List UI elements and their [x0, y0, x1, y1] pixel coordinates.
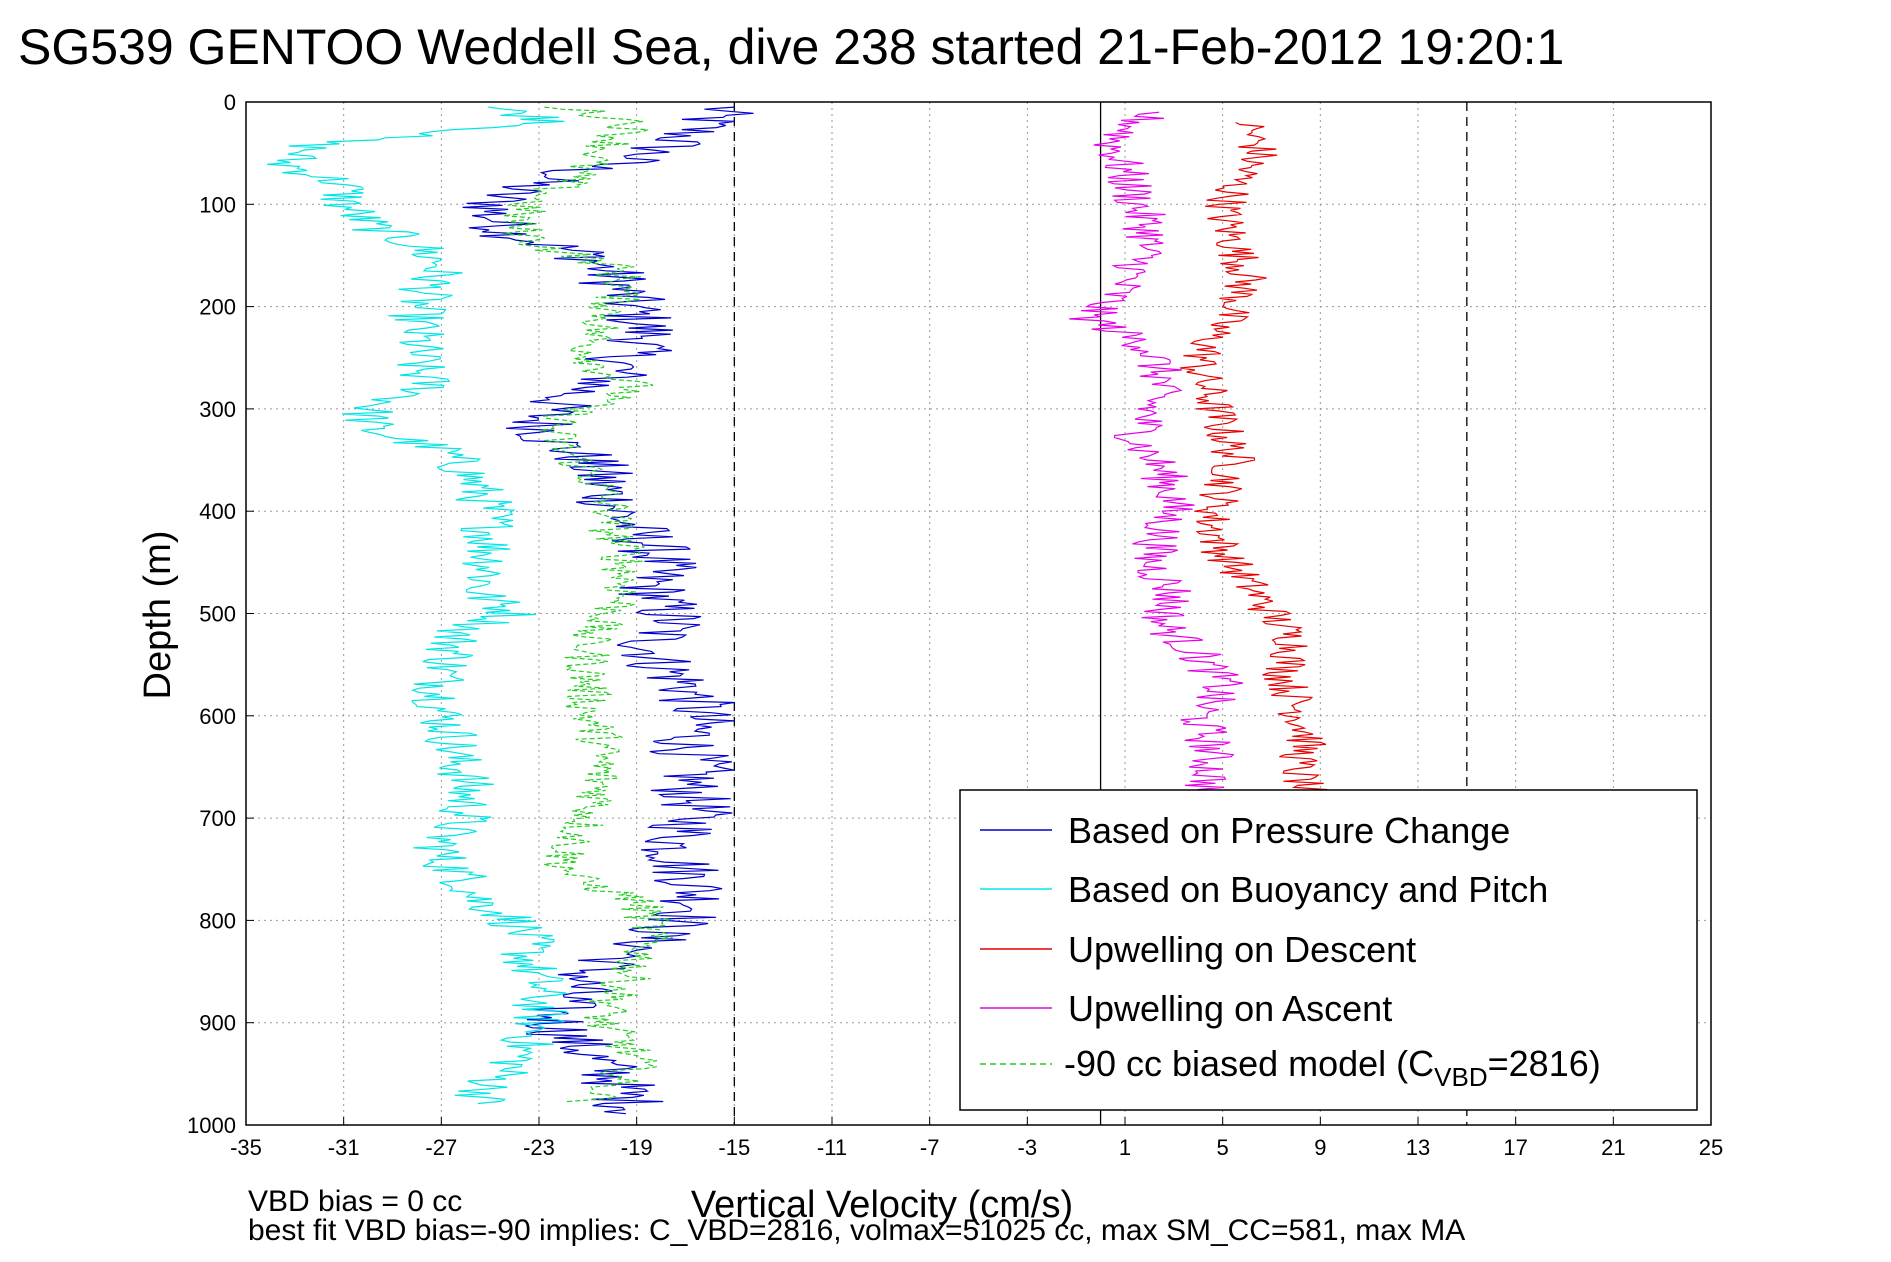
y-tick-label: 300 [199, 397, 236, 422]
legend-item-label: Upwelling on Ascent [1068, 988, 1392, 1029]
legend-item-label: -90 cc biased model (CVBD=2816) [1064, 1043, 1601, 1092]
y-tick-label: 1000 [187, 1113, 236, 1138]
x-tick-label: 17 [1503, 1135, 1527, 1160]
x-tick-label: -23 [523, 1135, 555, 1160]
legend-item-label: Upwelling on Descent [1068, 929, 1416, 970]
y-axis-ticks: 0 100 200 300 400 500 600 700 800 900 1000 [187, 90, 254, 1138]
series-pressure-change [462, 106, 754, 1115]
y-tick-label: 200 [199, 295, 236, 320]
y-tick-label: 800 [199, 908, 236, 933]
y-tick-label: 0 [224, 90, 236, 115]
y-axis-label: Depth (m) [137, 531, 179, 700]
x-tick-label: 1 [1119, 1135, 1131, 1160]
y-tick-label: 900 [199, 1011, 236, 1036]
x-tick-label: -31 [328, 1135, 360, 1160]
x-axis-label: Vertical Velocity (cm/s) [691, 1184, 1073, 1226]
x-axis-ticks: -35 -31 -27 -23 -19 -15 -11 -7 -3 1 5 9 13 17 21 25 [230, 1117, 1723, 1160]
x-tick-label: -11 [817, 1135, 847, 1160]
series-upwelling-descent [1179, 121, 1329, 799]
y-tick-label: 100 [199, 192, 236, 217]
y-tick-label: 700 [199, 806, 236, 831]
y-tick-label: 500 [199, 602, 236, 627]
x-tick-label: 21 [1601, 1135, 1625, 1160]
vbd-bias-note: VBD bias = 0 cc [248, 1185, 462, 1218]
x-tick-label: -3 [1018, 1135, 1038, 1160]
best-fit-note: best fit VBD bias=-90 implies: C_VBD=281… [248, 1214, 1465, 1247]
x-tick-label: 25 [1699, 1135, 1723, 1160]
legend-item-label: Based on Buoyancy and Pitch [1068, 869, 1548, 910]
y-tick-label: 600 [199, 704, 236, 729]
x-tick-label: -15 [718, 1135, 750, 1160]
x-tick-label: -7 [920, 1135, 940, 1160]
series-layer [267, 106, 1329, 1115]
series-upwelling-ascent [1069, 111, 1244, 809]
legend: Based on Pressure Change Based on Buoyanc… [959, 789, 1698, 1111]
x-tick-label: 13 [1406, 1135, 1430, 1160]
x-tick-label: 9 [1314, 1135, 1326, 1160]
x-tick-label: -19 [621, 1135, 653, 1160]
y-tick-label: 400 [199, 499, 236, 524]
x-tick-label: -35 [230, 1135, 262, 1160]
legend-box [959, 789, 1698, 1111]
x-tick-label: 5 [1217, 1135, 1229, 1160]
series-buoyancy-pitch [267, 106, 568, 1105]
legend-item-label: Based on Pressure Change [1068, 810, 1510, 851]
series-biased-model [502, 106, 673, 1104]
chart-title: SG539 GENTOO Weddell Sea, dive 238 start… [18, 19, 1564, 75]
x-tick-label: -27 [425, 1135, 457, 1160]
